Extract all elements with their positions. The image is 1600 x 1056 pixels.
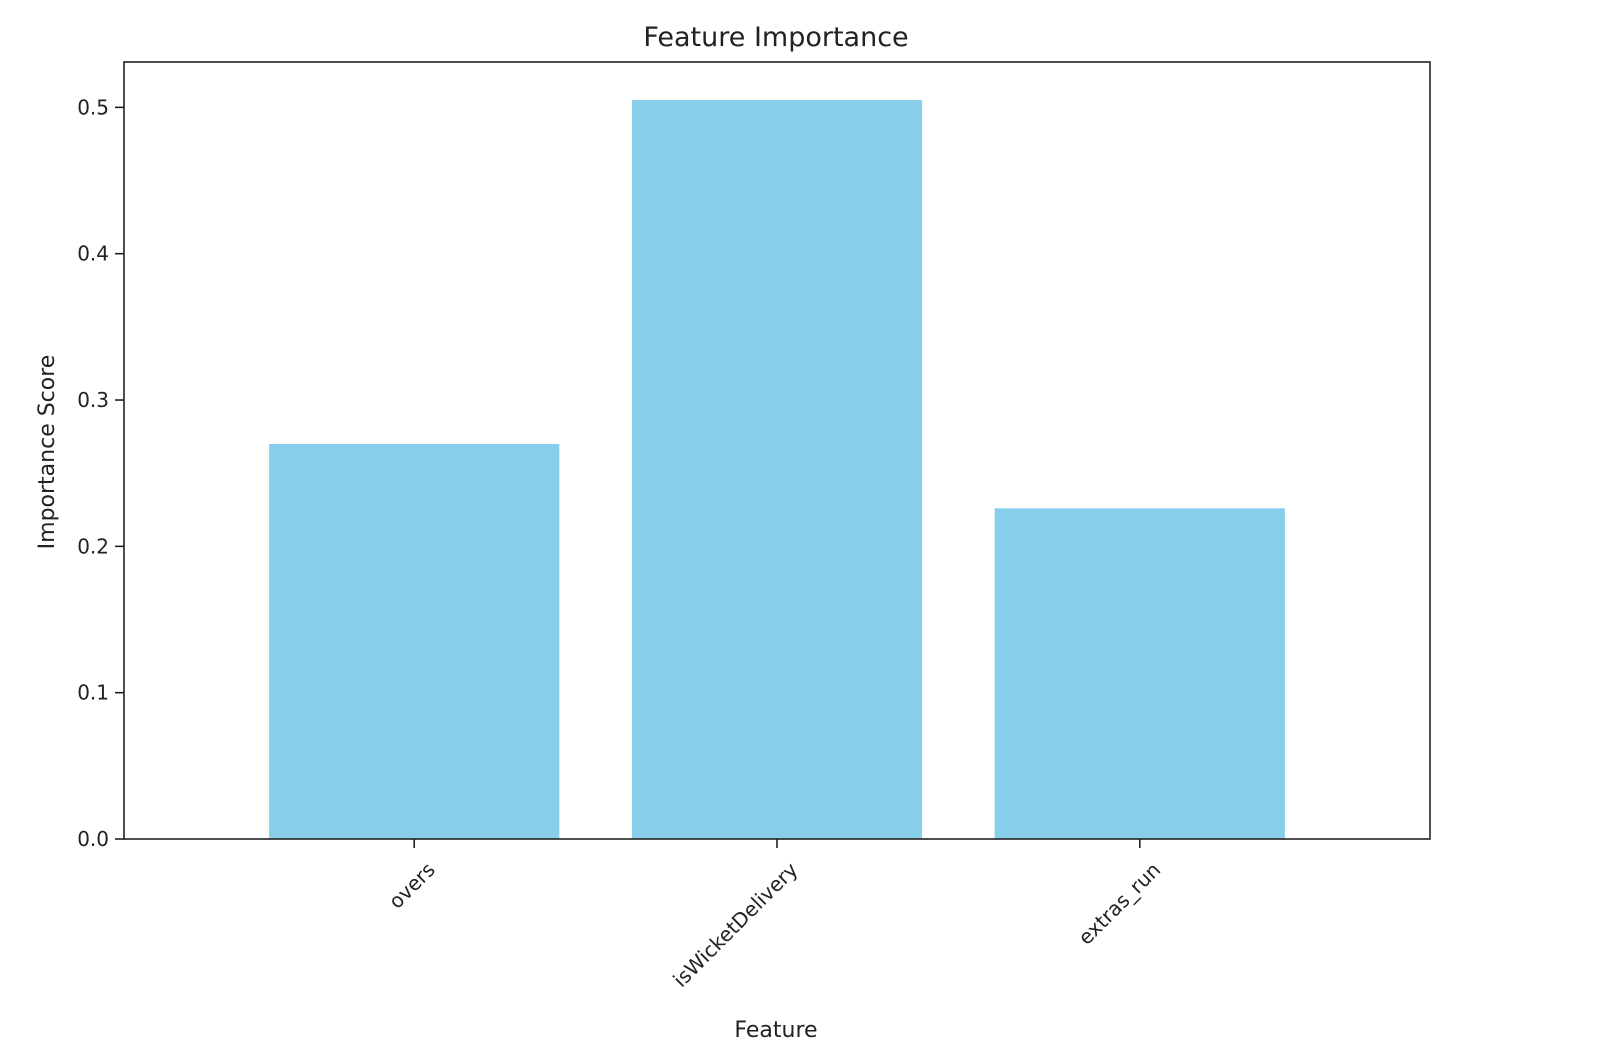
x-tick-label: overs [384,858,440,914]
y-tick-label: 0.3 [77,388,109,412]
bar-extras_run [994,508,1285,839]
y-tick-label: 0.2 [77,534,109,558]
y-tick-label: 0.0 [77,827,109,851]
x-tick-label: extras_run [1073,858,1165,950]
y-tick-label: 0.5 [77,95,109,119]
y-tick-label: 0.4 [77,242,109,266]
x-axis: overs isWicketDelivery extras_run [384,839,1165,992]
x-axis-label: Feature [734,1018,817,1043]
chart-title: Feature Importance [643,22,908,53]
bars-layer [269,100,1285,840]
y-tick-label: 0.1 [77,681,109,705]
bar-overs [269,443,560,839]
x-tick-label: isWicketDelivery [668,857,802,991]
bar-isWicketDelivery [631,100,923,840]
y-axis-label: Importance Score [35,355,60,550]
y-axis: 0.0 0.1 0.2 0.3 0.4 0.5 [77,95,124,851]
